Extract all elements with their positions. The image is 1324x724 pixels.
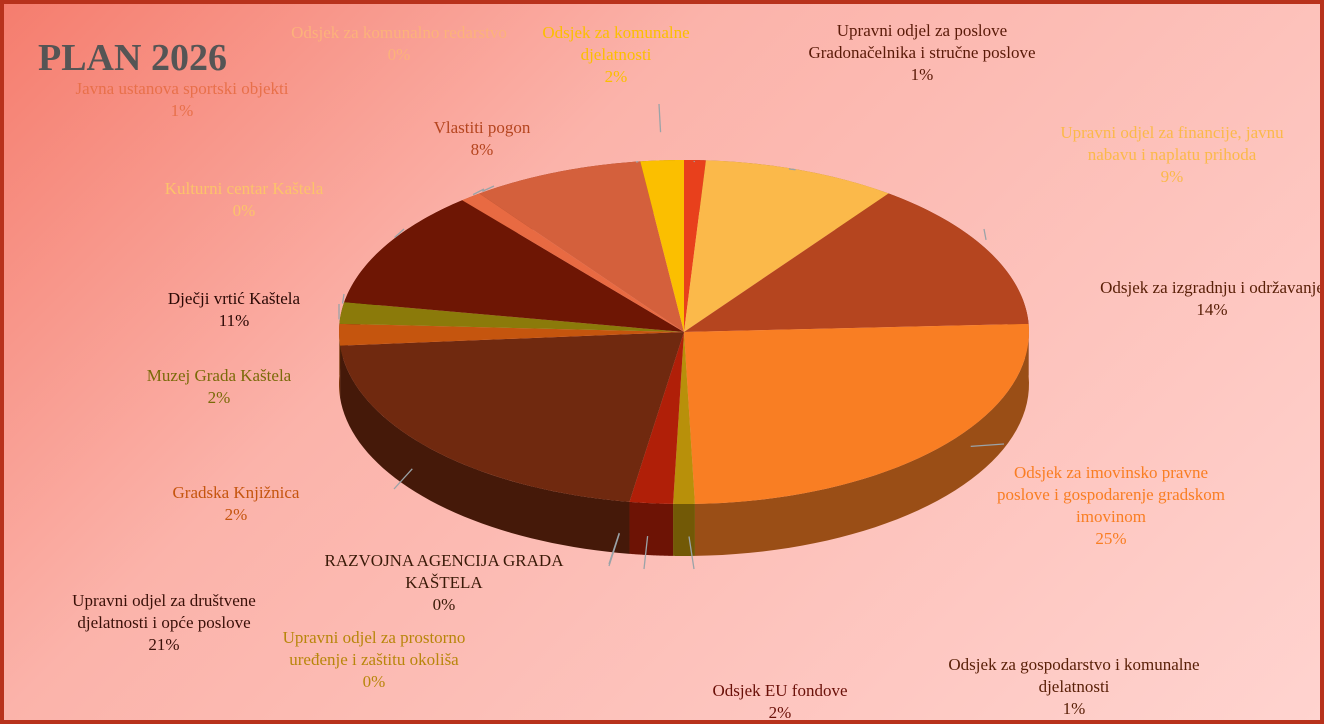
category-label: Upravni odjel za financije, javnu nabavu… [1060,123,1284,164]
data-label: Odsjek za izgradnju i održavanje 14% [1092,277,1324,321]
chart-title: PLAN 2026 [38,37,227,79]
pie-slice [684,160,706,332]
value-label: 0% [387,45,411,64]
data-label: Dječji vrtić Kaštela 11% [119,288,349,332]
pie-slice [640,160,684,332]
leader-line [983,228,987,241]
value-label: 1% [910,65,934,84]
leader-line [393,468,413,490]
value-label: 21% [148,635,180,654]
slice-side [673,503,695,556]
leader-line [472,188,485,196]
leader-line [658,103,662,133]
pie-slice [684,160,889,332]
value-label: 9% [1160,167,1184,186]
data-label: Upravni odjel za poslove Gradonačelnika … [797,20,1047,86]
category-label: Kulturni centar Kaštela [164,179,324,198]
value-label: 2% [207,388,231,407]
category-label: Odsjek za komunalno redarstvo [291,23,507,42]
leader-line [341,293,345,304]
value-label: 2% [768,703,792,722]
pie-slice [684,323,1029,504]
data-label: Muzej Grada Kaštela 2% [104,365,334,409]
pie-area [338,103,1029,570]
category-label: Odsjek za imovinsko pravne poslove i gos… [996,463,1226,526]
slice-side [629,501,674,556]
data-label: Gradska Knjižnica 2% [121,482,351,526]
slice-side [694,323,1029,556]
data-label: Upravni odjel za financije, javnu nabavu… [1052,122,1292,188]
value-label: 1% [1062,699,1086,718]
value-label: 0% [362,672,386,691]
category-label: Odsjek za gospodarstvo i komunalne djela… [948,655,1200,696]
value-label: 8% [470,140,494,159]
data-label: Odsjek EU fondove 2% [660,680,900,722]
data-label: Odsjek za imovinsko pravne poslove i gos… [986,462,1236,550]
category-label: Odsjek EU fondove [712,681,848,700]
category-label: Vlastiti pogon [433,118,531,137]
category-label: RAZVOJNA AGENCIJA GRADA KAŠTELA [324,551,564,592]
pie-slice [344,200,684,332]
pie-slice [462,193,684,332]
data-label: Odsjek za komunalne djelatnosti 2% [506,22,726,88]
leader-line [608,532,620,565]
category-label: Odsjek za izgradnju i održavanje [1100,278,1324,297]
data-label: Vlastiti pogon 8% [382,117,582,161]
value-label: 11% [218,311,250,330]
slice-side [340,345,630,554]
category-label: Upravni odjel za društvene djelatnosti i… [72,591,256,632]
pie-slice [339,302,684,332]
category-label: Dječji vrtić Kaštela [167,289,301,308]
data-label: Upravni odjel za društvene djelatnosti i… [49,590,279,656]
leader-line [643,536,649,570]
value-label: 14% [1196,300,1228,319]
leader-line [688,536,695,570]
pie-slice [673,332,695,504]
leader-line [482,185,495,192]
data-label: RAZVOJNA AGENCIJA GRADA KAŠTELA 0% [324,550,564,616]
category-label: Muzej Grada Kaštela [146,366,292,385]
data-label: Kulturni centar Kaštela 0% [114,178,374,222]
data-label: Odsjek za gospodarstvo i komunalne djela… [934,654,1214,720]
pie-slice [479,161,684,332]
value-label: 0% [432,595,456,614]
value-label: 25% [1095,529,1127,548]
category-label: Upravni odjel za poslove Gradonačelnika … [808,21,1036,62]
value-label: 2% [224,505,248,524]
data-label: Odsjek za komunalno redarstvo 0% [289,22,509,66]
pie-slice [629,332,684,504]
category-label: Odsjek za komunalne djelatnosti [542,23,690,64]
leader-line [970,443,1005,448]
pie-slice [339,323,684,346]
pie-slice [340,332,684,502]
leader-line [788,168,796,171]
category-label: Upravni odjel za prostorno uređenje i za… [282,628,466,669]
value-label: 0% [232,201,256,220]
leader-line [394,228,405,238]
slice-side [339,323,341,398]
pie-slice [684,193,1029,332]
category-label: Javna ustanova sportski objekti [75,79,289,98]
category-label: Gradska Knjižnica [172,483,300,502]
data-label: Upravni odjel za prostorno uređenje i za… [274,627,474,693]
value-label: 2% [604,67,628,86]
data-label: Javna ustanova sportski objekti 1% [52,78,312,122]
value-label: 1% [170,101,194,120]
